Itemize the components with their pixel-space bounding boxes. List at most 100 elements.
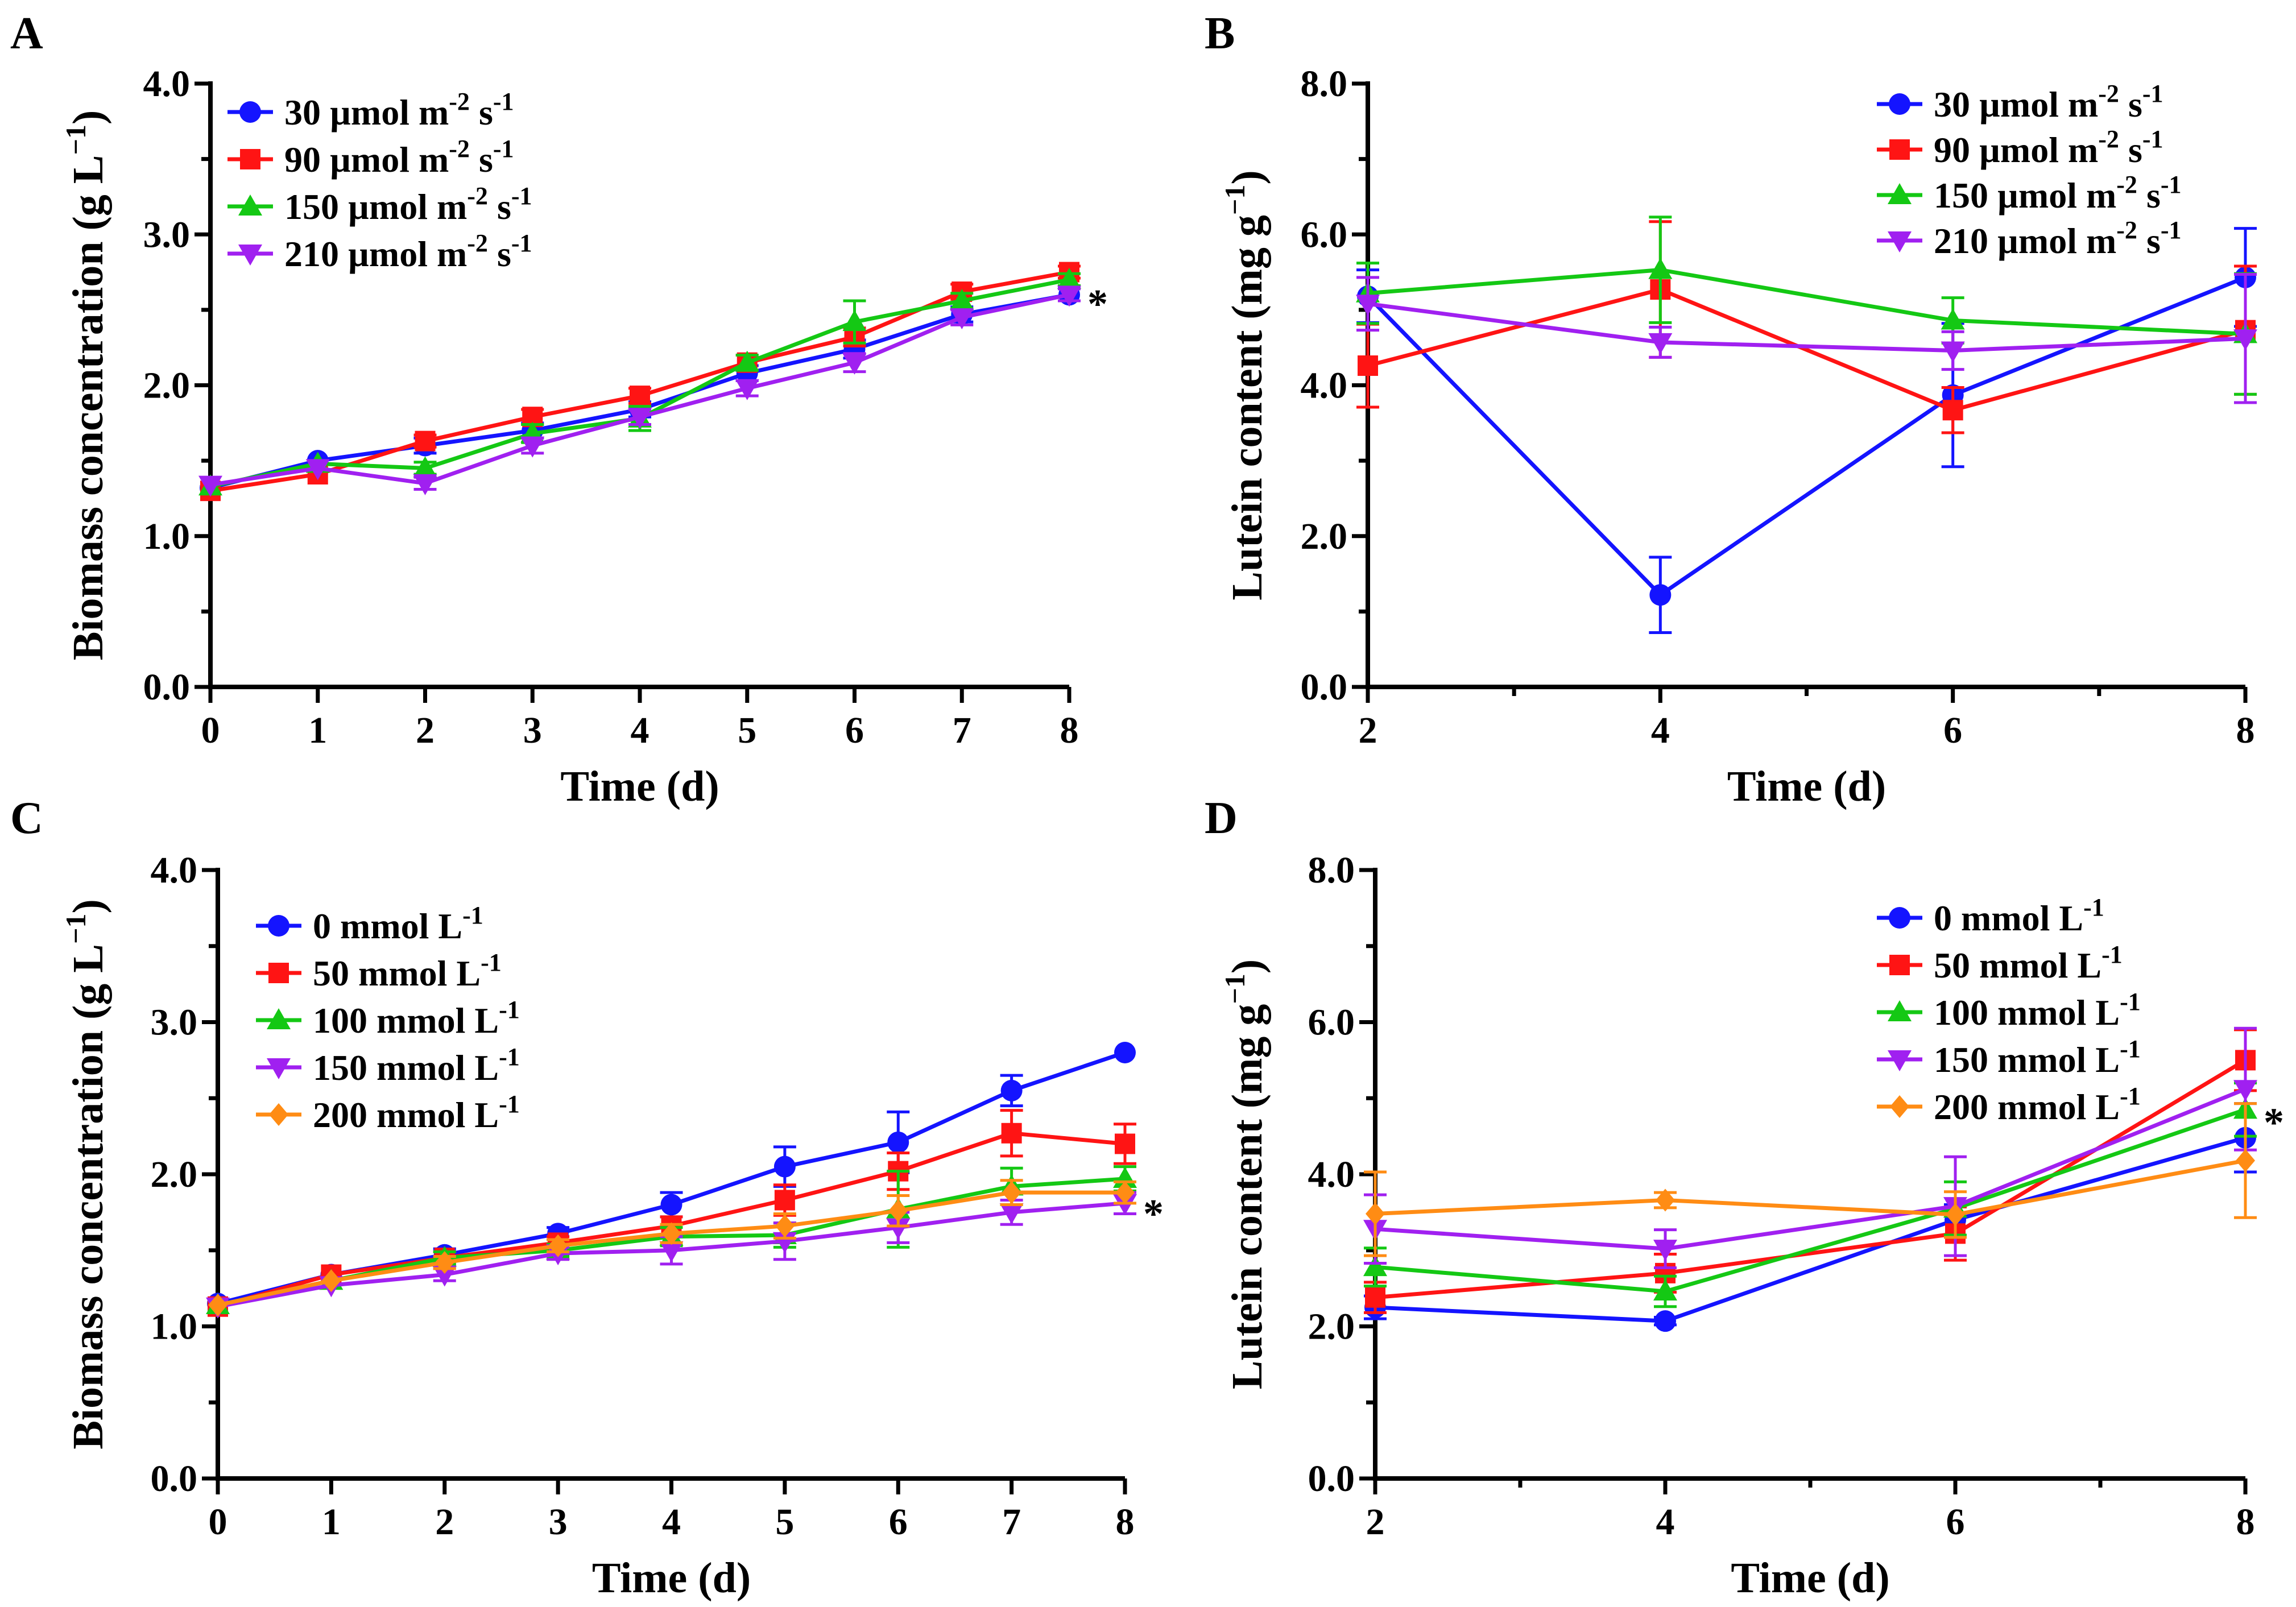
legend-label-superscript: -1 <box>481 949 502 976</box>
legend-label-text: s <box>2137 221 2161 261</box>
x-tick-label: 8 <box>2236 710 2255 751</box>
data-point <box>1002 1181 1021 1204</box>
legend-label-superscript: -1 <box>493 135 514 163</box>
y-axis-title: Lutein content (mg g−1) <box>1219 959 1271 1389</box>
y-tick-label: 0.0 <box>1301 666 1348 708</box>
x-tick-label: 1 <box>322 1501 341 1543</box>
legend-marker <box>239 101 261 123</box>
data-point <box>888 1199 908 1223</box>
data-point <box>1366 1202 1385 1225</box>
x-tick-label: 2 <box>416 710 435 751</box>
data-point <box>659 1241 684 1262</box>
legend-label-superscript: -1 <box>499 1043 520 1071</box>
significance-marker: * <box>1143 1191 1164 1237</box>
panel-label: D <box>1205 793 1238 843</box>
legend-item: 0 mmol L-1 <box>1877 893 2104 938</box>
x-tick-label: 8 <box>1060 710 1079 751</box>
legend-label: 210 µmol m-2 s-1 <box>284 229 532 274</box>
legend-item: 210 µmol m-2 s-1 <box>1877 216 2182 261</box>
legend-label-superscript: -1 <box>2120 988 2141 1016</box>
x-axis-title: Time (d) <box>560 763 719 810</box>
series-4 <box>1364 1102 2257 1257</box>
x-tick-label: 4 <box>631 710 650 751</box>
data-point <box>435 1251 454 1274</box>
x-axis-title: Time (d) <box>592 1554 751 1602</box>
series-3 <box>198 285 1081 497</box>
legend-label-superscript: -1 <box>499 996 520 1024</box>
data-point <box>413 474 437 495</box>
legend-item: 100 mmol L-1 <box>256 996 520 1041</box>
data-point <box>1115 1133 1135 1154</box>
data-point <box>208 1294 227 1317</box>
y-axis-title-text: Lutein content (mg g <box>1223 215 1271 600</box>
data-point <box>1115 1181 1135 1204</box>
y-tick-label: 0.0 <box>143 666 191 708</box>
data-point <box>520 436 545 458</box>
legend-label: 0 mmol L-1 <box>313 901 483 946</box>
x-tick-label: 2 <box>1359 710 1377 751</box>
data-point <box>548 1234 568 1257</box>
panel-label: C <box>10 793 43 843</box>
legend-label: 100 mmol L-1 <box>313 996 520 1041</box>
data-point <box>886 1218 911 1240</box>
y-tick-label: 6.0 <box>1301 214 1348 255</box>
legend-label-superscript: -2 <box>449 88 470 115</box>
legend-label-superscript: -2 <box>449 135 470 163</box>
y-tick-label: 1.0 <box>143 516 191 557</box>
y-tick-label: 2.0 <box>143 365 191 407</box>
data-point <box>2233 1080 2257 1101</box>
x-tick-label: 4 <box>662 1501 681 1543</box>
y-axis-title-text: Lutein content (mg g <box>1223 1004 1271 1390</box>
series-line <box>1375 1087 2247 1251</box>
series-2 <box>198 267 1081 496</box>
legend-item: 90 µmol m-2 s-1 <box>227 135 514 180</box>
legend-marker <box>269 1103 288 1126</box>
legend-marker <box>1888 1050 1912 1071</box>
series-line <box>1375 1107 2247 1294</box>
legend-label-text: 150 µmol m <box>284 187 467 227</box>
legend-label-superscript: -1 <box>2083 893 2104 921</box>
legend-marker <box>1889 139 1910 160</box>
legend-label-superscript: -1 <box>2142 125 2163 153</box>
data-point <box>1648 258 1673 279</box>
legend-marker <box>268 963 289 983</box>
legend-label-text: 210 µmol m <box>1934 221 2116 261</box>
legend-label-text: 30 µmol m <box>284 92 449 132</box>
x-tick-label: 4 <box>1651 710 1670 751</box>
legend-marker <box>1890 1095 1909 1118</box>
legend-label-superscript: -1 <box>2120 1082 2141 1110</box>
series-line <box>1367 301 2246 353</box>
x-tick-label: 6 <box>845 710 864 751</box>
x-tick-label: 3 <box>549 1501 568 1543</box>
legend-label-superscript: -2 <box>2116 171 2137 198</box>
x-tick-label: 0 <box>201 710 220 751</box>
legend-label: 50 mmol L-1 <box>1934 941 2123 985</box>
data-point <box>1653 1279 1677 1300</box>
data-point <box>661 1222 681 1245</box>
legend-label-text: s <box>488 187 511 227</box>
y-tick-label: 0.0 <box>1308 1458 1355 1500</box>
series-0 <box>1356 227 2257 635</box>
panel-b: B 0.0 2.0 4.0 6.0 8.0 2 4 6 8 Time (d) Lutein conte… <box>1205 9 2257 810</box>
legend-label-text: s <box>488 234 511 274</box>
data-point <box>1942 400 1963 421</box>
legend-marker <box>1888 231 1912 252</box>
y-axis-title-close: ) <box>1223 170 1271 184</box>
legend-label-superscript: -2 <box>2116 216 2137 244</box>
legend-item: 50 mmol L-1 <box>1877 941 2123 985</box>
legend-label: 150 mmol L-1 <box>313 1043 520 1088</box>
legend-label: 150 µmol m-2 s-1 <box>284 182 532 227</box>
data-point <box>413 456 437 478</box>
legend-label: 100 mmol L-1 <box>1934 988 2141 1033</box>
x-tick-label: 2 <box>435 1501 454 1543</box>
legend-item: 0 mmol L-1 <box>256 901 483 946</box>
legend-item: 210 µmol m-2 s-1 <box>227 229 532 274</box>
y-tick-label: 4.0 <box>1308 1154 1355 1195</box>
y-tick-label: 4.0 <box>1301 365 1348 407</box>
legend-label: 50 mmol L-1 <box>313 949 502 993</box>
legend-label-superscript: -1 <box>493 88 514 115</box>
legend-marker <box>1889 907 1910 929</box>
series-line <box>1366 275 2247 598</box>
y-axis-title-superscript: −1 <box>1219 974 1251 1004</box>
legend-marker <box>1888 183 1912 204</box>
